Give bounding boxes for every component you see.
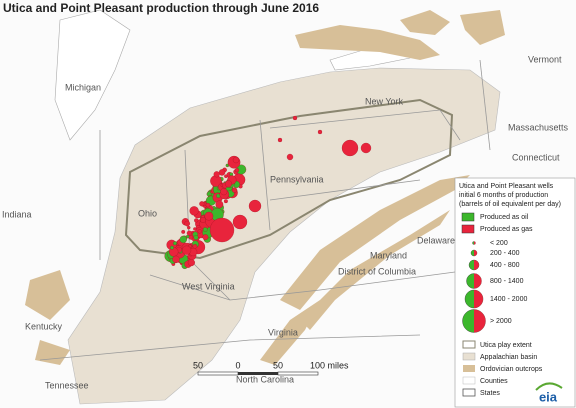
state-label: Vermont [528, 54, 562, 64]
ordovician-outcrops [25, 10, 505, 365]
well [194, 218, 199, 223]
state-label: New York [365, 96, 404, 106]
legend-heading: Utica and Point Pleasant wells [459, 183, 554, 190]
well [205, 202, 211, 208]
well [202, 227, 208, 232]
wells [164, 115, 372, 270]
well [341, 139, 359, 157]
well [199, 201, 205, 207]
state-label: Indiana [2, 209, 32, 219]
well [172, 255, 180, 264]
well [193, 227, 197, 231]
size-symbol-half [474, 250, 477, 256]
state-label: Delaware [417, 235, 455, 245]
well [248, 199, 262, 213]
legend-label: 1400 - 2000 [490, 296, 527, 303]
legend: Utica and Point Pleasant wells initial 6… [454, 177, 576, 408]
legend-heading: (barrels of oil equivalent per day) [459, 201, 561, 208]
state-label: West Virginia [182, 281, 235, 291]
legend-label: Produced as oil [480, 214, 529, 221]
well [224, 174, 228, 178]
size-symbol-half [474, 309, 486, 333]
well [179, 235, 187, 244]
well [223, 199, 228, 204]
logo: eia [539, 389, 558, 404]
state-label: Pennsylvania [270, 174, 324, 184]
well [225, 180, 232, 188]
well [317, 129, 323, 135]
state-label: Connecticut [512, 152, 560, 162]
well [360, 142, 372, 154]
legend-label: Ordovician outcrops [480, 366, 543, 373]
size-symbol-half [474, 290, 483, 308]
state-label: District of Columbia [338, 266, 416, 276]
legend-label: > 2000 [490, 318, 512, 325]
state-label: Kentucky [25, 321, 63, 331]
well [200, 217, 206, 223]
legend-heading: initial 6 months of production [459, 192, 548, 199]
scale-tick: 0 [235, 360, 240, 370]
well [232, 156, 240, 164]
state-label: Tennessee [45, 380, 89, 390]
legend-label: States [480, 390, 500, 397]
well [215, 200, 224, 209]
title: Utica and Point Pleasant production thro… [3, 1, 319, 15]
well [220, 188, 228, 196]
legend-label: Appalachian basin [480, 354, 537, 361]
state-label: Massachusetts [508, 122, 569, 132]
legend-label: Counties [480, 378, 508, 385]
legend-label: 200 - 400 [490, 250, 520, 257]
appalachian-basin [67, 67, 501, 405]
well [170, 245, 174, 250]
well [204, 211, 214, 221]
scale-tick: 50 [193, 360, 203, 370]
well [218, 169, 226, 176]
size-symbol-half [474, 241, 476, 245]
utica-play-extent [124, 98, 454, 260]
well [202, 234, 209, 241]
size-symbol-half [474, 260, 479, 270]
well [184, 220, 191, 227]
well [234, 168, 240, 173]
legend-label: Produced as gas [480, 226, 533, 233]
legend-label: Utica play extent [480, 342, 532, 349]
well [187, 259, 195, 267]
well [193, 235, 199, 240]
scale-bar: 50 0 50 100 miles [193, 360, 349, 376]
well [187, 225, 191, 230]
scale-tick: 100 miles [310, 360, 349, 370]
well [277, 137, 283, 143]
well [182, 245, 192, 255]
state-label: Michigan [65, 82, 101, 92]
legend-label: 400 - 800 [490, 262, 520, 269]
well [197, 229, 202, 234]
scale-tick: 50 [273, 360, 283, 370]
well [181, 229, 186, 234]
well [231, 187, 238, 193]
state-label: Virginia [268, 327, 298, 337]
well [192, 244, 198, 249]
state-label: North Carolina [236, 374, 294, 384]
well [189, 206, 199, 216]
state-label: Maryland [370, 250, 407, 260]
well [232, 214, 248, 230]
well [286, 153, 294, 161]
well [186, 230, 192, 236]
well [213, 171, 220, 178]
well [209, 217, 235, 243]
state-label: Ohio [138, 208, 157, 218]
legend-label: 800 - 1400 [490, 278, 524, 285]
state-borders [39, 59, 491, 361]
legend-label: < 200 [490, 240, 508, 247]
size-symbol-half [474, 273, 482, 289]
well [172, 241, 177, 246]
well [292, 115, 298, 121]
lake-michigan [54, 9, 131, 141]
